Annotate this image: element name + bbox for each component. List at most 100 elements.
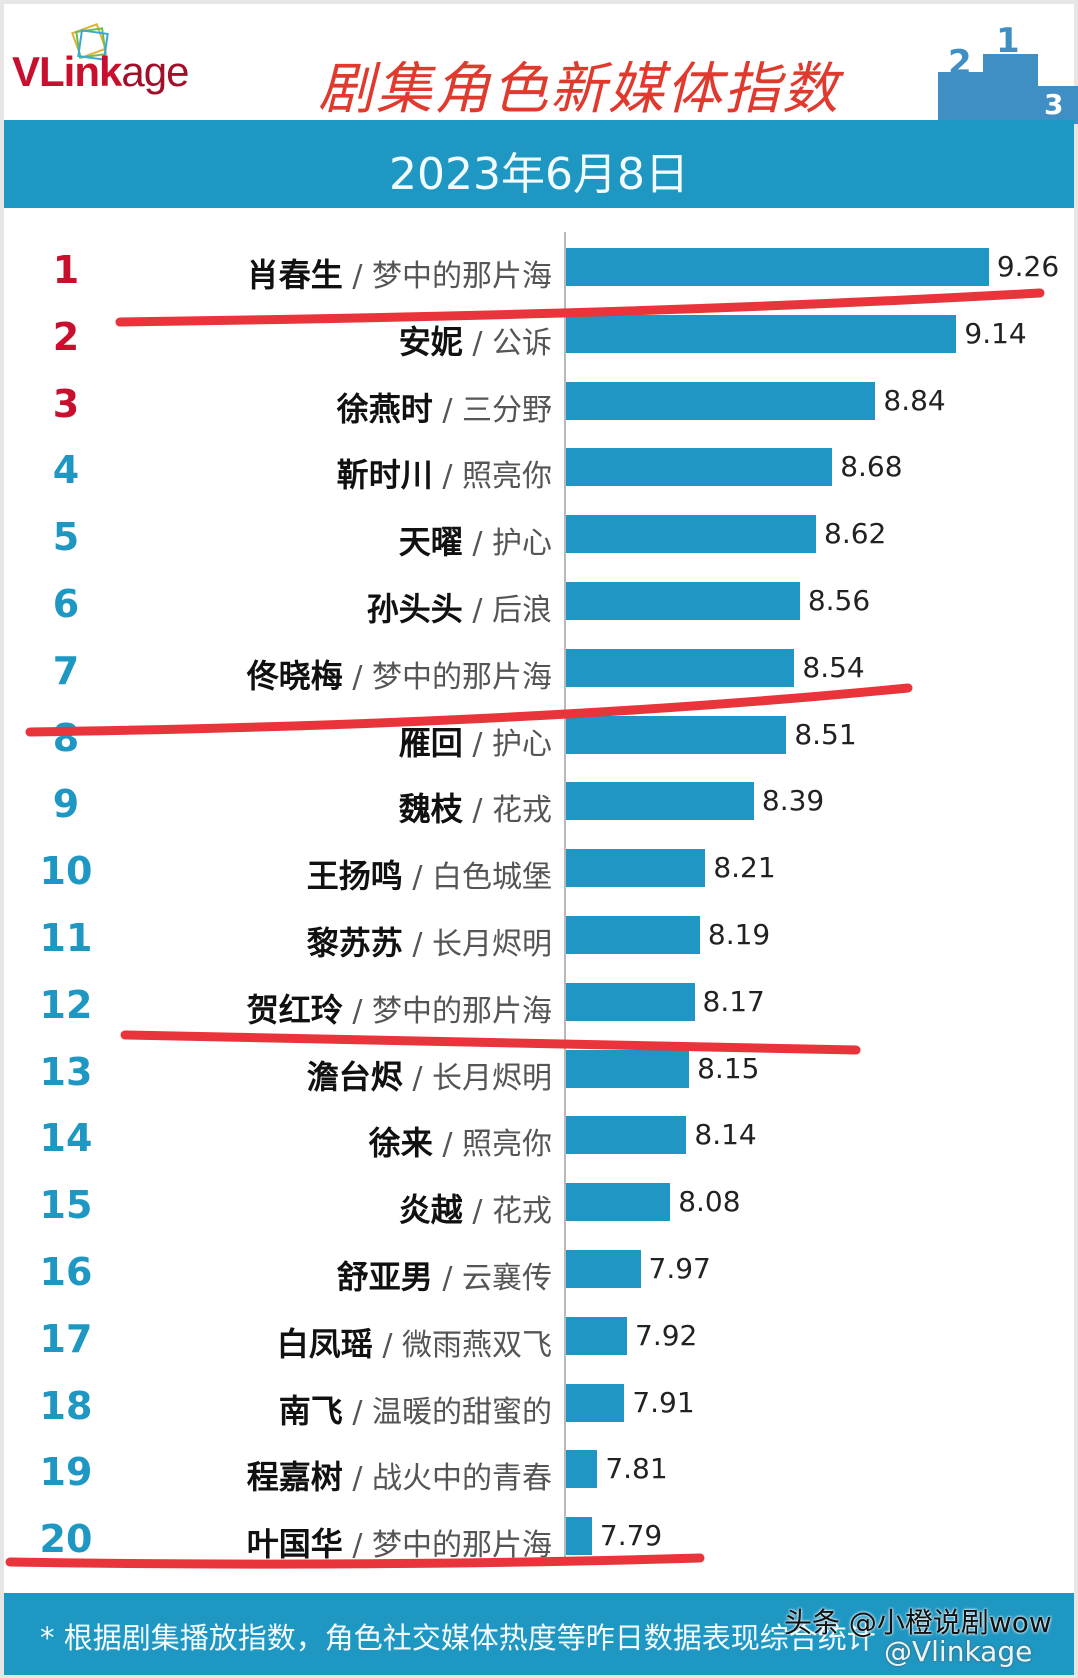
- separator: /: [462, 726, 492, 762]
- svg-text:2: 2: [948, 43, 972, 83]
- separator: /: [342, 1528, 372, 1564]
- bar: [566, 715, 787, 754]
- separator: /: [342, 1461, 372, 1497]
- separator: /: [342, 993, 372, 1029]
- chart-row: 15 炎越 / 花戎 8.08: [0, 1173, 1078, 1233]
- separator: /: [462, 793, 492, 829]
- row-label: 舒亚男 / 云襄传: [337, 1252, 552, 1298]
- row-label: 天曜 / 护心: [399, 517, 552, 563]
- chart-row: 3 徐燕时 / 三分野 8.84: [0, 372, 1078, 432]
- rank-label: 6: [52, 582, 80, 626]
- page-title: 剧集角色新媒体指数: [318, 57, 840, 122]
- rank-label: 19: [39, 1450, 93, 1495]
- character-name: 程嘉树: [246, 1458, 343, 1497]
- bar: [566, 1517, 592, 1556]
- chart-row: 1 肖春生 / 梦中的那片海 9.26: [0, 238, 1078, 298]
- rank-label: 4: [52, 448, 80, 493]
- value-label: 8.62: [824, 517, 887, 551]
- separator: /: [432, 392, 462, 428]
- value-label: 8.21: [713, 851, 776, 885]
- character-name: 炎越: [398, 1191, 463, 1230]
- footer-band: * 根据剧集播放指数，角色社交媒体热度等昨日数据表现综合统计 头条 @小橙说剧w…: [4, 1593, 1074, 1675]
- rank-label: 9: [52, 782, 80, 827]
- row-label: 王扬鸣 / 白色城堡: [307, 851, 552, 897]
- character-name: 白凤瑶: [276, 1324, 373, 1363]
- show-name: 护心: [492, 526, 552, 562]
- show-name: 照亮你: [462, 459, 552, 495]
- chart-row: 4 靳时川 / 照亮你 8.68: [0, 438, 1078, 498]
- show-name: 战火中的青春: [372, 1461, 552, 1497]
- separator: /: [462, 325, 492, 361]
- value-label: 7.81: [605, 1452, 668, 1486]
- character-name: 徐燕时: [336, 389, 433, 428]
- bar: [566, 381, 876, 420]
- chart-row: 14 徐来 / 照亮你 8.14: [0, 1106, 1078, 1166]
- character-name: 肖春生: [246, 256, 343, 294]
- bar: [566, 648, 795, 687]
- separator: /: [462, 593, 492, 628]
- value-label: 8.15: [697, 1051, 760, 1085]
- row-label: 徐燕时 / 三分野: [337, 384, 552, 430]
- rank-label: 5: [52, 515, 80, 560]
- separator: /: [462, 1194, 492, 1230]
- character-name: 叶国华: [246, 1525, 343, 1564]
- separator: /: [372, 1327, 402, 1363]
- value-label: 8.19: [707, 918, 771, 951]
- chart-row: 19 程嘉树 / 战火中的青春 7.81: [0, 1440, 1078, 1500]
- chart-row: 18 南飞 / 温暖的甜蜜的 7.91: [0, 1374, 1078, 1434]
- rank-label: 10: [39, 849, 93, 894]
- character-name: 南飞: [278, 1391, 343, 1430]
- value-label: 8.39: [761, 784, 825, 818]
- rank-label: 17: [39, 1316, 93, 1361]
- separator: /: [342, 1394, 372, 1430]
- rank-label: 8: [52, 715, 80, 760]
- footnote: * 根据剧集播放指数，角色社交媒体热度等昨日数据表现综合统计: [40, 1621, 876, 1655]
- chart-row: 5 天曜 / 护心 8.62: [0, 505, 1078, 565]
- character-name: 靳时川: [336, 456, 433, 495]
- value-label: 8.14: [694, 1118, 757, 1152]
- show-name: 后浪: [492, 593, 552, 628]
- chart-row: 10 王扬鸣 / 白色城堡 8.21: [0, 839, 1078, 899]
- separator: /: [342, 259, 372, 294]
- show-name: 长月烬明: [432, 1060, 552, 1096]
- rank-label: 11: [39, 916, 93, 960]
- separator: /: [402, 927, 432, 962]
- row-label: 雁回 / 护心: [399, 718, 552, 764]
- character-name: 贺红玲: [246, 990, 343, 1029]
- show-name: 梦中的那片海: [372, 659, 552, 695]
- separator: /: [432, 1261, 462, 1296]
- bar: [566, 515, 817, 554]
- show-name: 照亮你: [462, 1127, 552, 1163]
- rank-label: 16: [39, 1250, 93, 1294]
- chart-row: 12 贺红玲 / 梦中的那片海 8.17: [0, 973, 1078, 1033]
- row-label: 靳时川 / 照亮你: [337, 450, 552, 496]
- show-name: 花戎: [492, 1194, 552, 1230]
- row-label: 安妮 / 公诉: [399, 317, 552, 363]
- value-label: 8.56: [807, 584, 871, 617]
- value-label: 9.26: [996, 250, 1060, 283]
- chart-row: 8 雁回 / 护心 8.51: [0, 706, 1078, 766]
- separator: /: [432, 459, 462, 495]
- chart-row: 6 孙头头 / 后浪 8.56: [0, 572, 1078, 632]
- value-label: 8.51: [794, 717, 857, 751]
- character-name: 王扬鸣: [306, 857, 403, 896]
- rank-label: 12: [39, 982, 93, 1027]
- bar: [566, 982, 695, 1021]
- value-label: 9.14: [964, 316, 1027, 350]
- svg-text:1: 1: [996, 24, 1020, 61]
- rank-label: 14: [39, 1116, 93, 1161]
- character-name: 澹台烬: [306, 1057, 403, 1096]
- rank-label: 2: [52, 314, 80, 359]
- row-label: 贺红玲 / 梦中的那片海: [247, 985, 552, 1031]
- character-name: 安妮: [398, 322, 463, 361]
- row-label: 黎苏苏 / 长月烬明: [307, 918, 552, 964]
- bar: [566, 1383, 625, 1422]
- character-name: 徐来: [368, 1124, 433, 1163]
- value-label: 7.91: [632, 1385, 695, 1419]
- bar: [566, 582, 800, 620]
- rank-label: 13: [39, 1049, 93, 1094]
- row-label: 澹台烬 / 长月烬明: [307, 1052, 552, 1098]
- row-label: 南飞 / 温暖的甜蜜的: [279, 1386, 552, 1432]
- separator: /: [402, 860, 432, 896]
